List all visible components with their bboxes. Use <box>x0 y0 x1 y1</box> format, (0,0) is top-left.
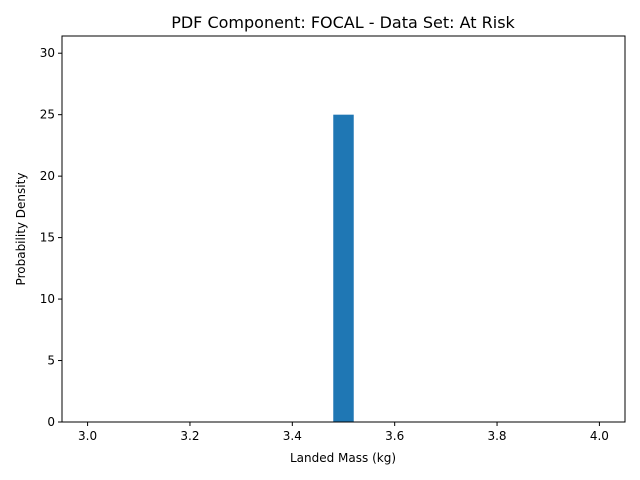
y-tick-label: 25 <box>40 108 55 122</box>
chart-title: PDF Component: FOCAL - Data Set: At Risk <box>171 13 515 32</box>
histogram-bar <box>333 114 354 422</box>
x-tick-label: 4.0 <box>590 429 609 443</box>
y-axis-ticks: 0 5 10 15 20 25 30 <box>40 46 62 429</box>
x-tick-label: 3.0 <box>78 429 97 443</box>
y-tick-label: 5 <box>47 354 55 368</box>
y-tick-label: 0 <box>47 415 55 429</box>
x-tick-label: 3.8 <box>487 429 506 443</box>
y-tick-label: 15 <box>40 231 55 245</box>
x-tick-label: 3.6 <box>385 429 404 443</box>
x-axis-ticks: 3.0 3.2 3.4 3.6 3.8 4.0 <box>78 422 609 443</box>
x-axis-label: Landed Mass (kg) <box>290 451 396 465</box>
plot-frame <box>61 35 626 423</box>
x-tick-label: 3.4 <box>283 429 302 443</box>
y-tick-label: 10 <box>40 292 55 306</box>
y-tick-label: 20 <box>40 169 55 183</box>
y-tick-label: 30 <box>40 46 55 60</box>
x-tick-label: 3.2 <box>180 429 199 443</box>
bars <box>333 114 354 422</box>
y-axis-label: Probability Density <box>14 173 28 286</box>
